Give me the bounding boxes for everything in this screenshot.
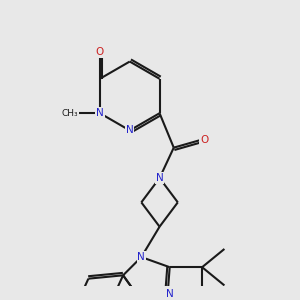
Text: N: N [166, 289, 174, 298]
Text: O: O [200, 134, 208, 145]
Text: CH₃: CH₃ [61, 109, 78, 118]
Text: N: N [156, 173, 164, 183]
Text: N: N [137, 252, 145, 262]
Text: N: N [96, 108, 104, 118]
Text: N: N [126, 125, 134, 135]
Text: O: O [96, 47, 104, 57]
